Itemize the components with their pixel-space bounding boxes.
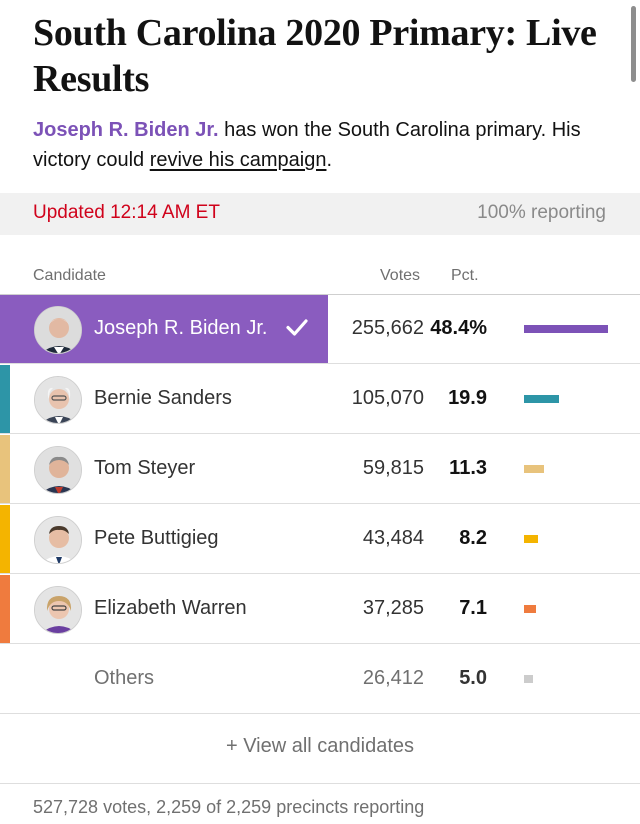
candidate-name: Others [94, 667, 155, 689]
page-title: South Carolina 2020 Primary: Live Result… [33, 12, 597, 100]
pct-bar [524, 675, 533, 683]
candidate-row-buttigieg: Pete Buttigieg 43,484 8.2 [0, 505, 640, 574]
steyer-avatar [34, 446, 82, 494]
footer-divider [0, 783, 640, 784]
status-bar: Updated 12:14 AM ET 100% reporting [0, 193, 640, 235]
warren-avatar [34, 586, 82, 634]
candidate-color-stripe [0, 435, 10, 503]
candidate-pct: 5.0 [459, 667, 487, 689]
candidate-votes: 105,070 [351, 387, 424, 409]
pct-bar-track [524, 535, 608, 543]
column-header-candidate: Candidate [33, 267, 106, 284]
candidate-color-stripe [0, 365, 10, 433]
column-header-pct: Pct. [451, 267, 479, 284]
pct-bar [524, 395, 559, 403]
column-header-votes: Votes [380, 267, 421, 284]
candidate-color-stripe [0, 505, 10, 573]
race-summary: Joseph R. Biden Jr. has won the South Ca… [33, 115, 623, 175]
sanders-avatar [34, 376, 82, 424]
buttigieg-avatar [34, 516, 82, 564]
candidate-name: Joseph R. Biden Jr. [94, 317, 268, 339]
pct-bar-track [524, 325, 608, 333]
candidate-votes: 26,412 [362, 667, 424, 689]
candidate-row-steyer: Tom Steyer 59,815 11.3 [0, 435, 640, 504]
header-divider [0, 294, 640, 295]
candidate-votes: 255,662 [351, 317, 424, 339]
summary-text-end: . [326, 149, 333, 171]
candidate-pct: 8.2 [459, 527, 487, 549]
precincts-reporting-footer: 527,728 votes, 2,259 of 2,259 precincts … [33, 797, 425, 817]
pct-bar-track [524, 465, 608, 473]
candidate-row-biden: Joseph R. Biden Jr. 255,662 48.4% [0, 295, 640, 364]
view-all-candidates-button[interactable]: + View all candidates [225, 735, 415, 757]
candidate-color-stripe [0, 575, 10, 643]
candidate-pct: 48.4% [430, 317, 487, 339]
page-scrollbar[interactable] [631, 6, 636, 82]
revive-campaign-link[interactable]: revive his campaign [149, 149, 327, 171]
candidate-pct: 19.9 [448, 387, 487, 409]
candidate-name: Pete Buttigieg [94, 527, 219, 549]
pct-bar [524, 325, 608, 333]
pct-bar [524, 465, 544, 473]
candidate-votes: 59,815 [362, 457, 424, 479]
pct-bar-track [524, 605, 608, 613]
pct-bar [524, 535, 538, 543]
candidate-name: Elizabeth Warren [94, 597, 247, 619]
pct-bar-track [524, 395, 608, 403]
candidate-row-warren: Elizabeth Warren 37,285 7.1 [0, 575, 640, 644]
winner-check-icon [286, 319, 308, 336]
candidate-votes: 43,484 [362, 527, 424, 549]
candidate-name: Tom Steyer [94, 457, 196, 479]
pct-bar [524, 605, 536, 613]
pct-bar-track [524, 675, 608, 683]
candidate-pct: 7.1 [459, 597, 487, 619]
summary-text: has won the South Carolina primary. His … [33, 119, 581, 171]
updated-timestamp: Updated 12:14 AM ET [33, 202, 220, 223]
reporting-status: 100% reporting [477, 202, 606, 223]
candidate-row-others: Others 26,412 5.0 [0, 645, 640, 714]
candidate-votes: 37,285 [362, 597, 424, 619]
candidate-row-sanders: Bernie Sanders 105,070 19.9 [0, 365, 640, 434]
candidate-name: Bernie Sanders [94, 387, 232, 409]
candidate-pct: 11.3 [449, 457, 487, 479]
winner-name[interactable]: Joseph R. Biden Jr. [33, 119, 219, 141]
biden-avatar [34, 306, 82, 354]
